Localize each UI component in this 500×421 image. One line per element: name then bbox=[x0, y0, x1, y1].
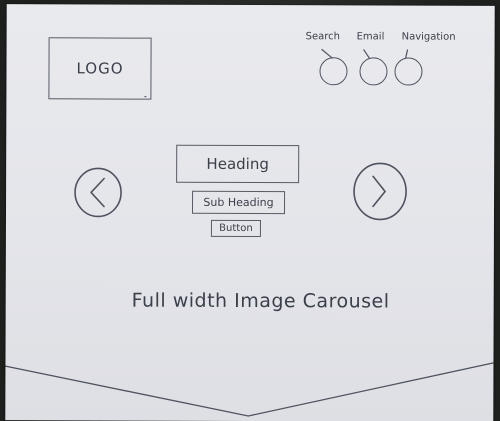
carousel-next-button[interactable] bbox=[352, 161, 408, 221]
navigation-label: Navigation bbox=[401, 31, 456, 43]
hero-button[interactable]: Button bbox=[210, 219, 261, 238]
navigation-icon-button[interactable] bbox=[394, 57, 423, 86]
fold-lines bbox=[5, 362, 494, 417]
search-icon-button[interactable] bbox=[319, 57, 348, 86]
logo[interactable]: LOGO bbox=[48, 37, 152, 100]
hero-subheading-text: Sub Heading bbox=[203, 195, 274, 210]
email-label: Email bbox=[356, 31, 385, 43]
hero-subheading: Sub Heading bbox=[191, 190, 286, 215]
hero-heading-text: Heading bbox=[206, 154, 269, 174]
hero-heading: Heading bbox=[176, 144, 300, 184]
hero-button-label: Button bbox=[219, 222, 253, 235]
wireframe-sketch-paper: LOGO Search Email Navigation Heading Sub… bbox=[5, 4, 495, 421]
chevron-left-icon bbox=[74, 167, 122, 218]
email-icon-button[interactable] bbox=[359, 57, 388, 86]
chevron-right-icon bbox=[353, 162, 407, 221]
carousel-prev-button[interactable] bbox=[73, 166, 123, 218]
logo-text: LOGO bbox=[76, 59, 124, 78]
carousel-caption: Full width Image Carousel bbox=[131, 289, 390, 313]
search-label: Search bbox=[305, 31, 340, 43]
